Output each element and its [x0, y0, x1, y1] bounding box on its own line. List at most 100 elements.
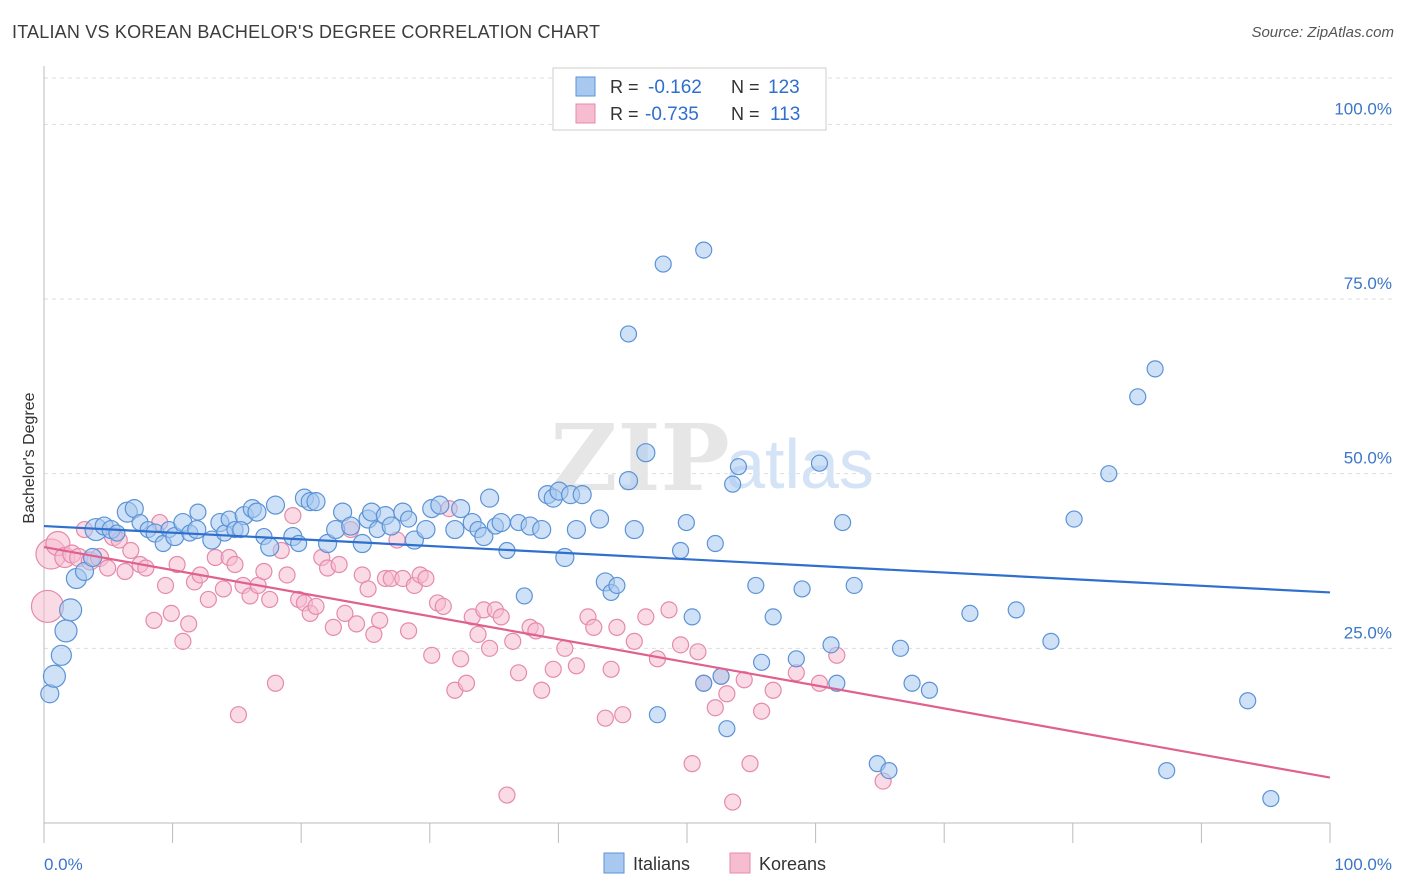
trend-lines	[43, 524, 1331, 779]
bottom-legend-label-koreans: Koreans	[759, 854, 826, 874]
korean-point-27	[214, 580, 232, 598]
italian-point-82	[624, 519, 644, 540]
italian-point-88	[695, 674, 713, 692]
italian-point-89	[706, 534, 724, 553]
y-tick-label-3: 100.0%	[1334, 99, 1392, 118]
italian-point-69	[532, 519, 552, 540]
italian-point-113	[1100, 465, 1118, 483]
italian-point-77	[589, 509, 610, 529]
italian-point-44	[341, 516, 361, 536]
korean-point-59	[399, 622, 418, 640]
italian-point-118	[1262, 789, 1280, 808]
korean-point-73	[480, 639, 499, 657]
italian-point-56	[430, 495, 450, 515]
korean-point-25	[199, 590, 217, 609]
korean-point-63	[423, 646, 441, 664]
korean-point-86	[585, 618, 603, 636]
italian-point-3	[54, 619, 78, 643]
italian-point-110	[1007, 601, 1025, 619]
italian-point-121	[695, 241, 713, 259]
korean-point-29	[226, 555, 244, 574]
y-tick-label-2: 75.0%	[1344, 274, 1392, 293]
korean-point-94	[660, 601, 678, 619]
korean-point-99	[706, 699, 724, 717]
italian-point-91	[718, 720, 736, 738]
italian-point-22	[187, 519, 207, 540]
legend-swatch-koreans	[575, 103, 596, 124]
italian-point-83	[636, 443, 656, 463]
italian-point-67	[515, 587, 533, 605]
y-tick-labels: 25.0% 50.0% 75.0% 100.0%	[1334, 99, 1392, 642]
korean-point-34	[255, 562, 273, 581]
korean-point-35	[261, 590, 279, 609]
korean-point-62	[417, 569, 435, 588]
italian-point-112	[1065, 510, 1083, 528]
korean-point-81	[533, 681, 551, 699]
italian-point-34	[260, 537, 280, 557]
korean-point-46	[324, 618, 342, 636]
korean-point-77	[504, 632, 522, 650]
korean-point-108	[810, 674, 829, 692]
italian-point-61	[474, 526, 494, 547]
x-tick-label-left: 0.0%	[44, 855, 83, 874]
italian-point-85	[671, 541, 690, 560]
korean-point-19	[162, 604, 180, 623]
korean-point-0	[30, 589, 65, 624]
italian-point-111	[1042, 632, 1060, 650]
korean-point-36	[266, 674, 285, 692]
korean-point-102	[724, 793, 742, 811]
korean-point-68	[452, 650, 470, 668]
korean-point-76	[498, 786, 516, 804]
watermark-atlas: atlas	[726, 425, 874, 503]
italian-point-62	[479, 488, 500, 508]
italian-point-80	[608, 576, 626, 595]
korean-point-22	[180, 615, 198, 633]
italian-point-86	[677, 513, 695, 532]
italian-point-93	[729, 458, 748, 476]
italian-point-57	[445, 519, 465, 540]
korean-point-9	[99, 559, 117, 577]
korean-point-39	[284, 506, 302, 525]
chart-title: ITALIAN VS KOREAN BACHELOR'S DEGREE CORR…	[12, 22, 601, 42]
korean-point-12	[116, 562, 134, 581]
korean-point-87	[596, 709, 614, 727]
y-tick-label-1: 50.0%	[1344, 449, 1392, 468]
korean-point-105	[752, 702, 771, 720]
legend-swatch-italians	[575, 76, 596, 97]
korean-point-92	[637, 608, 655, 626]
italian-point-119	[619, 325, 638, 343]
korean-point-54	[371, 611, 389, 629]
korean-point-13	[122, 541, 140, 560]
korean-point-96	[683, 755, 701, 773]
italian-point-54	[416, 519, 436, 540]
series-legend: Italians Koreans	[603, 852, 826, 874]
korean-point-84	[567, 657, 586, 675]
italian-point-95	[752, 653, 771, 671]
korean-point-18	[156, 576, 175, 595]
italian-point-1	[42, 664, 67, 688]
italian-point-35	[265, 495, 286, 515]
korean-point-69	[457, 674, 476, 692]
korean-point-106	[764, 681, 782, 699]
bottom-legend-swatch-koreans	[729, 852, 751, 874]
italian-point-2	[50, 644, 72, 666]
korean-point-43	[307, 597, 325, 616]
italian-point-11	[108, 524, 126, 542]
korean-point-71	[469, 625, 487, 643]
legend-r-label-italians: R =	[610, 77, 639, 97]
gridlines	[44, 77, 1392, 649]
trend-line-koreans	[43, 545, 1331, 779]
italian-point-81	[618, 471, 639, 491]
x-tick-label-right: 100.0%	[1334, 855, 1392, 874]
stats-legend-box	[552, 67, 827, 131]
series-italians-points	[40, 241, 1280, 808]
korean-point-21	[174, 632, 192, 650]
legend-r-label-koreans: R =	[610, 104, 639, 124]
italian-point-114	[1129, 388, 1147, 406]
trend-line-italians	[43, 524, 1331, 594]
korean-point-65	[434, 597, 452, 616]
italian-point-116	[1158, 762, 1176, 780]
legend-n-value-koreans: 113	[770, 104, 800, 125]
italian-point-108	[920, 681, 939, 699]
legend-n-label-koreans: N =	[731, 104, 760, 124]
